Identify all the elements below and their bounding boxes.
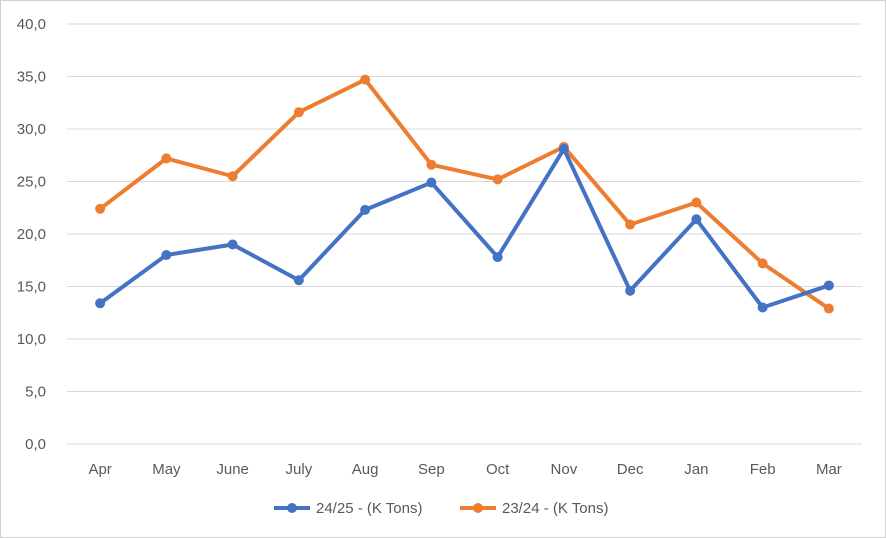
y-axis-tick-labels: 0,0 5,0 10,0 15,0 20,0 25,0 30,0 35,0 40,0 bbox=[17, 16, 46, 453]
x-tick-label: Feb bbox=[750, 461, 776, 478]
x-tick-label: Dec bbox=[617, 461, 644, 478]
data-point bbox=[625, 219, 636, 230]
x-tick-label: Apr bbox=[88, 461, 111, 478]
x-tick-label: Oct bbox=[486, 461, 510, 478]
data-point bbox=[360, 204, 371, 215]
data-point bbox=[823, 303, 834, 314]
legend-marker-0 bbox=[287, 503, 297, 513]
legend-label-0: 24/25 - (K Tons) bbox=[316, 500, 422, 517]
y-tick-label: 35,0 bbox=[17, 69, 46, 86]
y-tick-label: 0,0 bbox=[25, 436, 46, 453]
data-point bbox=[492, 252, 503, 263]
data-point bbox=[426, 159, 437, 170]
data-point bbox=[293, 107, 304, 118]
data-point bbox=[426, 177, 437, 188]
legend: 24/25 - (K Tons) 23/24 - (K Tons) bbox=[274, 500, 608, 517]
y-tick-label: 20,0 bbox=[17, 226, 46, 243]
legend-label-1: 23/24 - (K Tons) bbox=[502, 500, 608, 517]
x-tick-label: Jan bbox=[684, 461, 708, 478]
y-tick-label: 10,0 bbox=[17, 331, 46, 348]
x-tick-label: May bbox=[152, 461, 181, 478]
series-line-1 bbox=[98, 77, 831, 311]
data-point bbox=[691, 214, 702, 225]
x-tick-label: Nov bbox=[551, 461, 578, 478]
x-tick-label: July bbox=[286, 461, 313, 478]
data-point bbox=[360, 74, 371, 85]
legend-marker-1 bbox=[473, 503, 483, 513]
data-point bbox=[95, 298, 106, 309]
data-point bbox=[691, 197, 702, 208]
y-tick-label: 40,0 bbox=[17, 16, 46, 33]
data-point bbox=[492, 174, 503, 185]
data-point bbox=[558, 143, 569, 154]
series-group bbox=[95, 74, 834, 314]
data-point bbox=[823, 280, 834, 291]
gridlines bbox=[67, 23, 862, 445]
y-tick-label: 25,0 bbox=[17, 174, 46, 191]
series-line-0 bbox=[98, 146, 831, 310]
data-point bbox=[625, 285, 636, 296]
data-point bbox=[227, 239, 238, 250]
data-point bbox=[757, 302, 768, 313]
x-tick-label: June bbox=[216, 461, 249, 478]
data-point bbox=[227, 171, 238, 182]
y-tick-label: 5,0 bbox=[25, 384, 46, 401]
x-tick-label: Aug bbox=[352, 461, 379, 478]
data-point bbox=[161, 153, 172, 164]
x-axis-tick-labels: Apr May June July Aug Sep Oct Nov Dec Jan Feb Mar bbox=[88, 461, 841, 478]
y-tick-label: 30,0 bbox=[17, 121, 46, 138]
data-point bbox=[95, 203, 106, 214]
y-tick-label: 15,0 bbox=[17, 279, 46, 296]
x-tick-label: Mar bbox=[816, 461, 842, 478]
x-tick-label: Sep bbox=[418, 461, 445, 478]
data-point bbox=[161, 250, 172, 260]
data-point bbox=[757, 258, 768, 269]
data-point bbox=[293, 275, 304, 286]
